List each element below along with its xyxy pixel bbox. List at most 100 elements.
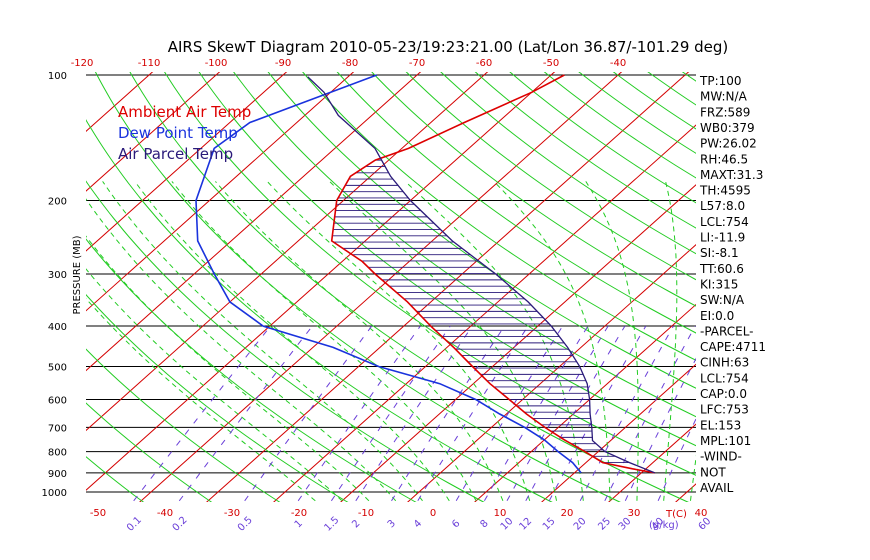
isotherm-30	[608, 423, 696, 502]
legend-item-dewpoint: Dew Point Temp	[118, 124, 238, 142]
dry-adiabat-280	[86, 180, 485, 502]
legend: Ambient Air Temp Dew Point Temp Air Parcel…	[118, 103, 251, 163]
dry-adiabat-400	[440, 72, 696, 255]
mixing-ratio-label: 20	[572, 516, 589, 533]
moist-adiabat--14	[86, 297, 316, 502]
dry-adiabat-440	[578, 72, 696, 154]
index-entry: MAXT:31.3	[700, 168, 763, 182]
dry-adiabat-330	[198, 72, 696, 447]
mixing-ratio-label: 2	[350, 518, 362, 530]
moist-adiabat-14	[215, 181, 504, 501]
temp-axis-unit: T(C)	[665, 509, 687, 520]
isotherm--130	[0, 56, 36, 509]
series-line-parcel	[307, 76, 656, 474]
index-entry: NOT	[700, 465, 726, 479]
isotherm--80	[86, 72, 355, 312]
mixing-ratio-line-1	[178, 325, 313, 502]
moist-adiabat-2	[102, 181, 423, 502]
mixing-ratio-label: 3	[386, 518, 398, 530]
index-entry: LCL:754	[700, 215, 749, 229]
moist-adiabat--10	[86, 268, 343, 502]
isotherm--100	[86, 72, 221, 192]
mixing-ratio-line-12	[548, 325, 647, 502]
index-entry: TT:60.6	[699, 262, 744, 276]
index-entry: L57:8.0	[700, 199, 745, 213]
index-entry: PW:26.02	[700, 137, 757, 151]
dry-adiabat-370	[336, 72, 696, 334]
bottom-temp-tick: -30	[224, 508, 240, 519]
bottom-temp-tick: 30	[628, 508, 641, 519]
mixing-ratio-unit: (g/kg)	[649, 520, 679, 531]
dry-adiabat-490	[747, 69, 870, 507]
dry-adiabat-260	[86, 294, 349, 502]
moist-adiabat-30	[493, 181, 611, 501]
dry-adiabat-420	[509, 72, 696, 204]
isotherm--30	[206, 72, 690, 502]
isotherm-0	[407, 244, 696, 502]
mixing-ratio-line-16	[657, 417, 696, 502]
mixing-ratio-label: 15	[541, 516, 558, 533]
chart-title: AIRS SkewT Diagram 2010-05-23/19:23:21.0…	[168, 38, 729, 56]
isotherm--50	[86, 72, 556, 491]
moist-adiabat-22	[329, 181, 557, 501]
index-entry: -PARCEL-	[700, 324, 754, 338]
index-entry: SW:N/A	[700, 293, 745, 307]
dry-adiabat-460	[647, 72, 696, 106]
moist-adiabat-10	[171, 181, 477, 502]
index-entry: MW:N/A	[700, 90, 748, 104]
mixing-ratio-label: 1	[293, 518, 305, 530]
isotherm-50	[735, 56, 870, 509]
mixing-ratio-label: 0.1	[125, 515, 144, 534]
dry-adiabat-290	[86, 119, 553, 502]
mixing-ratio-line-15	[624, 357, 696, 502]
mixing-ratio-label: 25	[596, 516, 613, 533]
isotherm-40	[675, 483, 696, 502]
bottom-temp-tick: 20	[561, 508, 574, 519]
moist-adiabat-26	[404, 181, 584, 501]
index-entry: RH:46.5	[700, 152, 748, 166]
isotherm--60	[86, 72, 489, 432]
index-entry: MPL:101	[700, 434, 751, 448]
series-line-ambient	[330, 74, 655, 474]
top-temp-tick: -110	[138, 58, 161, 69]
dry-adiabat-300	[94, 72, 621, 502]
index-entry: -WIND-	[700, 450, 742, 464]
mixing-ratio-line-7	[417, 325, 529, 502]
background-grid	[0, 56, 870, 509]
bottom-temp-tick: -50	[90, 508, 106, 519]
bottom-temp-tick: 10	[494, 508, 507, 519]
index-entry: AVAIL	[700, 481, 734, 495]
mixing-ratio-line-0	[133, 325, 271, 502]
isotherm-10	[474, 303, 696, 502]
index-entry: FRZ:589	[700, 105, 750, 119]
pressure-tick-label: 300	[48, 270, 67, 281]
mixing-ratio-line-4	[330, 325, 451, 502]
legend-item-ambient: Ambient Air Temp	[118, 103, 251, 121]
pressure-tick-label: 800	[48, 448, 67, 459]
dry-adiabat-380	[371, 72, 696, 307]
mixing-ratio-line-14	[604, 325, 696, 502]
profile-lines	[195, 74, 656, 474]
bottom-temp-tick: -40	[157, 508, 173, 519]
dry-adiabat-320	[164, 72, 696, 476]
index-entry: KI:315	[700, 277, 738, 291]
dry-adiabat-240	[86, 402, 213, 502]
index-entry: LFC:753	[700, 403, 749, 417]
dry-adiabat-360	[302, 72, 696, 361]
legend-item-parcel: Air Parcel Temp	[118, 145, 233, 163]
moist-adiabat-34	[585, 181, 639, 501]
index-entry: CAPE:4711	[700, 340, 766, 354]
mixing-ratio-axis: 0.1 0.2 0.5 1 1.5 2 3 4 6 8 10 12 15 20 25 30 40 60	[125, 515, 713, 534]
mixing-ratio-line-5	[355, 325, 473, 502]
index-entry: TH:4595	[699, 184, 751, 198]
top-temp-tick: -80	[342, 58, 358, 69]
pressure-tick-label: 200	[48, 197, 67, 208]
top-temp-tick: -40	[610, 58, 626, 69]
pressure-tick-label: 900	[48, 469, 67, 480]
index-entry: SI:-8.1	[700, 246, 739, 260]
dry-adiabat-410	[474, 72, 696, 229]
index-entry: LI:-11.9	[700, 231, 745, 245]
y-axis-label: PRESSURE (MB)	[72, 235, 83, 314]
